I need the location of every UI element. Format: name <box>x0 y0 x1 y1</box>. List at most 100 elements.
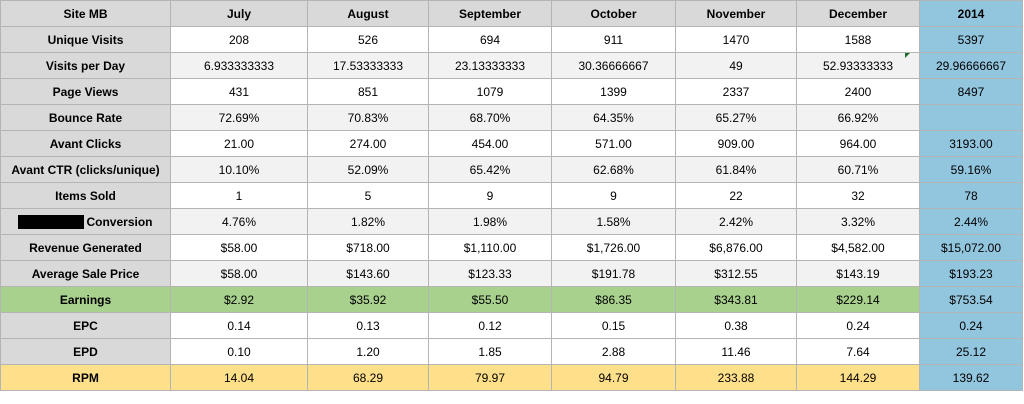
value-cell[interactable]: 1.58% <box>551 208 676 235</box>
value-cell[interactable]: 30.36666667 <box>551 52 676 79</box>
total-cell[interactable]: 59.16% <box>919 156 1023 183</box>
value-cell[interactable]: $312.55 <box>675 260 797 287</box>
value-cell[interactable]: 72.69% <box>170 104 308 131</box>
value-cell[interactable]: 5 <box>307 182 429 209</box>
value-cell[interactable]: 431 <box>170 78 308 105</box>
value-cell[interactable]: 52.09% <box>307 156 429 183</box>
value-cell[interactable]: 22 <box>675 182 797 209</box>
header-cell-july[interactable]: July <box>170 0 308 27</box>
value-cell[interactable]: 68.70% <box>428 104 552 131</box>
value-cell[interactable]: 2400 <box>796 78 920 105</box>
value-cell[interactable]: 0.24 <box>796 312 920 339</box>
value-cell[interactable]: $58.00 <box>170 234 308 261</box>
value-cell[interactable]: $143.19 <box>796 260 920 287</box>
value-cell[interactable]: 52.93333333 <box>796 52 920 79</box>
value-cell[interactable]: 0.12 <box>428 312 552 339</box>
row-label-cell[interactable]: Revenue Generated <box>0 234 171 261</box>
value-cell[interactable]: 0.13 <box>307 312 429 339</box>
value-cell[interactable]: $123.33 <box>428 260 552 287</box>
row-label-cell[interactable]: EPD <box>0 338 171 365</box>
value-cell[interactable]: 144.29 <box>796 364 920 391</box>
value-cell[interactable]: 3.32% <box>796 208 920 235</box>
total-cell[interactable]: 0.24 <box>919 312 1023 339</box>
total-cell[interactable]: 29.96666667 <box>919 52 1023 79</box>
value-cell[interactable]: 6.933333333 <box>170 52 308 79</box>
header-cell-september[interactable]: September <box>428 0 552 27</box>
value-cell[interactable]: $86.35 <box>551 286 676 313</box>
value-cell[interactable]: 62.68% <box>551 156 676 183</box>
value-cell[interactable]: 49 <box>675 52 797 79</box>
value-cell[interactable]: 60.71% <box>796 156 920 183</box>
total-cell[interactable]: 25.12 <box>919 338 1023 365</box>
value-cell[interactable]: 208 <box>170 26 308 53</box>
value-cell[interactable]: 2.88 <box>551 338 676 365</box>
row-label-cell[interactable]: Page Views <box>0 78 171 105</box>
row-label-cell[interactable]: RPM <box>0 364 171 391</box>
value-cell[interactable]: 911 <box>551 26 676 53</box>
row-label-cell[interactable]: Average Sale Price <box>0 260 171 287</box>
row-label-cell[interactable]: Conversion <box>0 208 171 235</box>
total-cell[interactable]: 78 <box>919 182 1023 209</box>
row-label-cell[interactable]: Avant CTR (clicks/unique) <box>0 156 171 183</box>
header-cell-2014[interactable]: 2014 <box>919 0 1023 27</box>
value-cell[interactable]: $229.14 <box>796 286 920 313</box>
value-cell[interactable]: $1,726.00 <box>551 234 676 261</box>
value-cell[interactable]: 14.04 <box>170 364 308 391</box>
total-cell[interactable]: 5397 <box>919 26 1023 53</box>
value-cell[interactable]: 0.14 <box>170 312 308 339</box>
value-cell[interactable]: 4.76% <box>170 208 308 235</box>
value-cell[interactable]: 0.15 <box>551 312 676 339</box>
value-cell[interactable]: $58.00 <box>170 260 308 287</box>
value-cell[interactable]: 2.42% <box>675 208 797 235</box>
total-cell[interactable]: $753.54 <box>919 286 1023 313</box>
value-cell[interactable]: 79.97 <box>428 364 552 391</box>
value-cell[interactable]: $4,582.00 <box>796 234 920 261</box>
value-cell[interactable]: 65.42% <box>428 156 552 183</box>
value-cell[interactable]: 1588 <box>796 26 920 53</box>
row-label-cell[interactable]: Avant Clicks <box>0 130 171 157</box>
row-label-cell[interactable]: Earnings <box>0 286 171 313</box>
value-cell[interactable]: 11.46 <box>675 338 797 365</box>
header-cell-site[interactable]: Site MB <box>0 0 171 27</box>
value-cell[interactable]: 694 <box>428 26 552 53</box>
value-cell[interactable]: 964.00 <box>796 130 920 157</box>
row-label-cell[interactable]: Bounce Rate <box>0 104 171 131</box>
value-cell[interactable]: 1 <box>170 182 308 209</box>
value-cell[interactable]: 23.13333333 <box>428 52 552 79</box>
value-cell[interactable]: 65.27% <box>675 104 797 131</box>
value-cell[interactable]: 1.20 <box>307 338 429 365</box>
row-label-cell[interactable]: Visits per Day <box>0 52 171 79</box>
value-cell[interactable]: 10.10% <box>170 156 308 183</box>
value-cell[interactable]: 233.88 <box>675 364 797 391</box>
value-cell[interactable]: 64.35% <box>551 104 676 131</box>
total-cell[interactable]: 139.62 <box>919 364 1023 391</box>
value-cell[interactable]: $191.78 <box>551 260 676 287</box>
total-cell[interactable] <box>919 104 1023 131</box>
value-cell[interactable]: 17.53333333 <box>307 52 429 79</box>
value-cell[interactable]: 1079 <box>428 78 552 105</box>
value-cell[interactable]: 909.00 <box>675 130 797 157</box>
value-cell[interactable]: 1399 <box>551 78 676 105</box>
value-cell[interactable]: 0.38 <box>675 312 797 339</box>
value-cell[interactable]: 68.29 <box>307 364 429 391</box>
value-cell[interactable]: 526 <box>307 26 429 53</box>
value-cell[interactable]: 66.92% <box>796 104 920 131</box>
total-cell[interactable]: $15,072.00 <box>919 234 1023 261</box>
value-cell[interactable]: 1470 <box>675 26 797 53</box>
value-cell[interactable]: 9 <box>428 182 552 209</box>
value-cell[interactable]: 274.00 <box>307 130 429 157</box>
header-cell-august[interactable]: August <box>307 0 429 27</box>
total-cell[interactable]: 2.44% <box>919 208 1023 235</box>
value-cell[interactable]: 1.82% <box>307 208 429 235</box>
value-cell[interactable]: $2.92 <box>170 286 308 313</box>
row-label-cell[interactable]: Unique Visits <box>0 26 171 53</box>
value-cell[interactable]: 94.79 <box>551 364 676 391</box>
row-label-cell[interactable]: EPC <box>0 312 171 339</box>
total-cell[interactable]: 8497 <box>919 78 1023 105</box>
value-cell[interactable]: 2337 <box>675 78 797 105</box>
value-cell[interactable]: 571.00 <box>551 130 676 157</box>
total-cell[interactable]: 3193.00 <box>919 130 1023 157</box>
value-cell[interactable]: 1.85 <box>428 338 552 365</box>
value-cell[interactable]: 9 <box>551 182 676 209</box>
total-cell[interactable]: $193.23 <box>919 260 1023 287</box>
